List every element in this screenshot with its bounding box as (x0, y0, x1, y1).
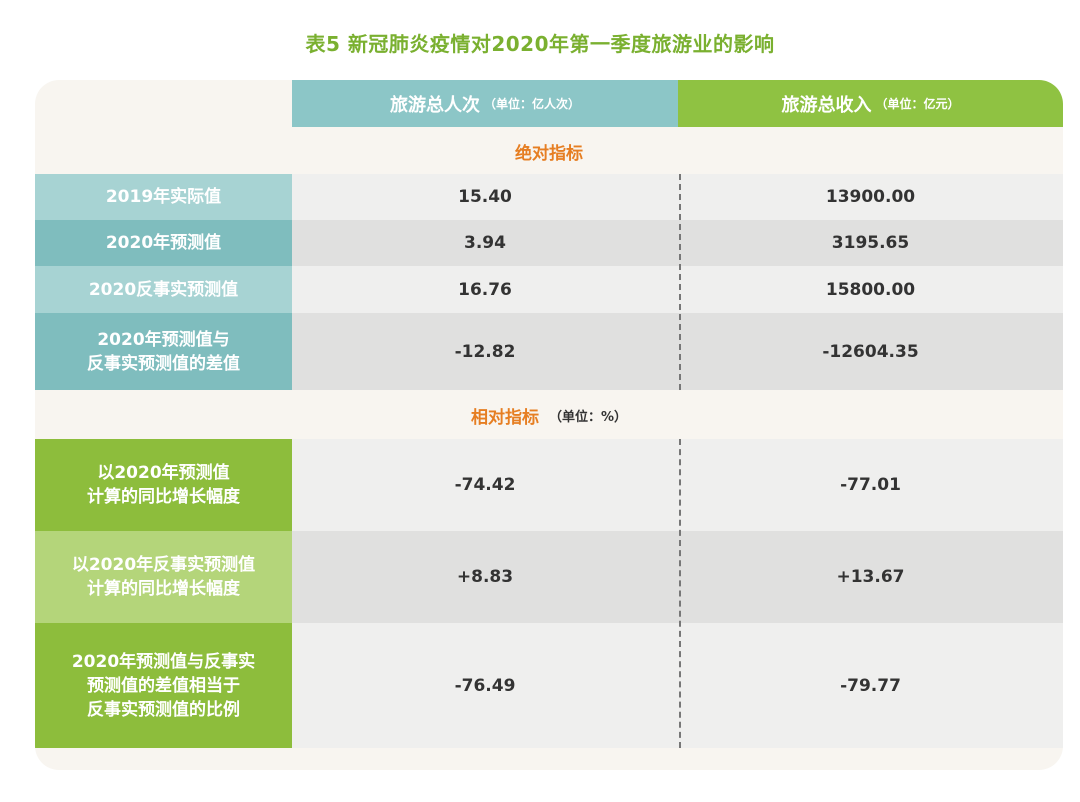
table-row: 2020年预测值与反事实 预测值的差值相当于 反事实预测值的比例 -76.49 … (35, 623, 1063, 748)
cell-revenue: 15800.00 (678, 266, 1063, 313)
table-row: 2020年预测值与 反事实预测值的差值 -12.82 -12604.35 (35, 313, 1063, 390)
header-total-visits-unit: （单位：亿人次） (483, 97, 580, 111)
section-relative: 相对指标 （单位：%） (35, 392, 1063, 438)
row-label: 2020反事实预测值 (35, 266, 292, 313)
cell-visits: -74.42 (292, 439, 678, 531)
cell-revenue: 13900.00 (678, 174, 1063, 220)
cell-visits: 3.94 (292, 220, 678, 266)
section-relative-title: 相对指标 (470, 407, 539, 428)
row-label: 2019年实际值 (35, 174, 292, 220)
cell-visits: 16.76 (292, 266, 678, 313)
cell-visits: 15.40 (292, 174, 678, 220)
cell-visits: -12.82 (292, 313, 678, 390)
section-absolute-title: 绝对指标 (515, 143, 583, 164)
row-label: 以2020年预测值 计算的同比增长幅度 (35, 439, 292, 531)
header-total-visits: 旅游总人次 （单位：亿人次） (292, 80, 678, 127)
row-label: 2020年预测值与反事实 预测值的差值相当于 反事实预测值的比例 (35, 623, 292, 748)
header-total-revenue-label: 旅游总收入 (781, 94, 872, 116)
row-label: 以2020年反事实预测值 计算的同比增长幅度 (35, 531, 292, 623)
cell-revenue: 3195.65 (678, 220, 1063, 266)
section-relative-unit: （单位：%） (548, 409, 628, 425)
column-divider (679, 174, 681, 390)
header-total-visits-label: 旅游总人次 (389, 94, 480, 116)
cell-visits: -76.49 (292, 623, 678, 748)
header-total-revenue: 旅游总收入 （单位：亿元） (678, 80, 1063, 127)
cell-revenue: -79.77 (678, 623, 1063, 748)
table-row: 以2020年预测值 计算的同比增长幅度 -74.42 -77.01 (35, 439, 1063, 531)
cell-revenue: -12604.35 (678, 313, 1063, 390)
cell-visits: +8.83 (292, 531, 678, 623)
table-title: 表5 新冠肺炎疫情对2020年第一季度旅游业的影响 (305, 32, 775, 56)
column-divider (679, 439, 681, 748)
table-row: 2020年预测值 3.94 3195.65 (35, 220, 1063, 266)
header-total-revenue-unit: （单位：亿元） (875, 97, 960, 111)
table-row: 2020反事实预测值 16.76 15800.00 (35, 266, 1063, 313)
cell-revenue: -77.01 (678, 439, 1063, 531)
section-absolute: 绝对指标 (35, 128, 1063, 174)
row-label: 2020年预测值与 反事实预测值的差值 (35, 313, 292, 390)
table-row: 以2020年反事实预测值 计算的同比增长幅度 +8.83 +13.67 (35, 531, 1063, 623)
table-panel: 旅游总人次 （单位：亿人次） 旅游总收入 （单位：亿元） 绝对指标 2019年实… (35, 80, 1063, 770)
cell-revenue: +13.67 (678, 531, 1063, 623)
table-row: 2019年实际值 15.40 13900.00 (35, 174, 1063, 220)
row-label: 2020年预测值 (35, 220, 292, 266)
